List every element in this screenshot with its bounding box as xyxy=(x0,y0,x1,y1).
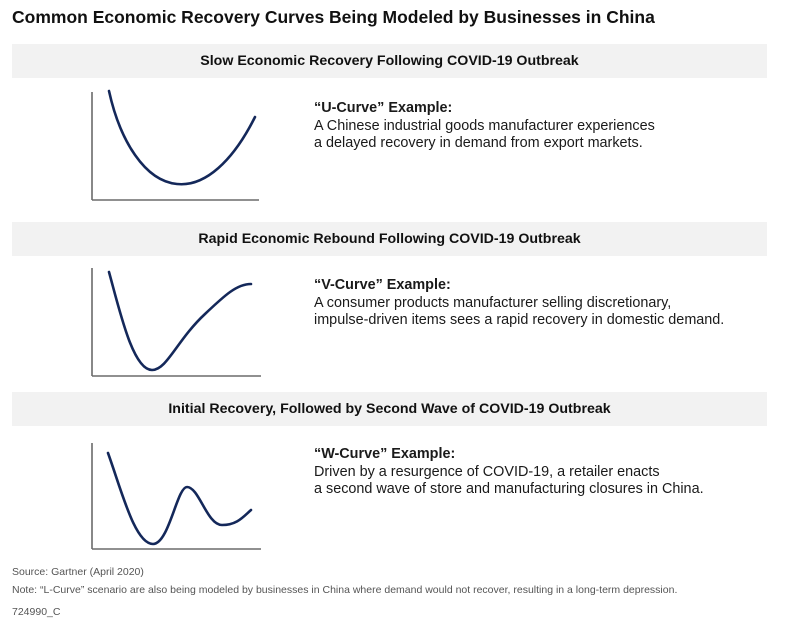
source-note: Source: Gartner (April 2020) xyxy=(12,566,144,578)
section-header-u-curve: Slow Economic Recovery Following COVID-1… xyxy=(12,44,767,78)
w-curve-description: “W-Curve” Example: Driven by a resurgenc… xyxy=(314,446,704,499)
v-curve-line xyxy=(107,270,253,372)
u-curve-text-line-2: a delayed recovery in demand from export… xyxy=(314,135,643,151)
section-header-w-curve: Initial Recovery, Followed by Second Wav… xyxy=(12,392,767,426)
u-curve-text-line-1: A Chinese industrial goods manufacturer … xyxy=(314,117,655,134)
v-curve-diagram xyxy=(91,268,261,377)
u-curve-example-title: “U-Curve” Example: xyxy=(314,100,453,116)
page-title: Common Economic Recovery Curves Being Mo… xyxy=(12,7,655,27)
w-curve-example-title: “W-Curve” Example: xyxy=(314,446,456,462)
w-curve-text-line-2: a second wave of store and manufacturing… xyxy=(314,481,704,497)
footnote: Note: “L-Curve” scenario are also being … xyxy=(12,584,678,596)
w-curve-text-line-1: Driven by a resurgence of COVID-19, a re… xyxy=(314,463,660,480)
u-curve-description: “U-Curve” Example: A Chinese industrial … xyxy=(314,100,655,153)
v-curve-text-line-1: A consumer products manufacturer selling… xyxy=(314,294,672,311)
section-header-v-curve: Rapid Economic Rebound Following COVID-1… xyxy=(12,222,767,256)
v-curve-description: “V-Curve” Example: A consumer products m… xyxy=(314,277,724,330)
figure-code: 724990_C xyxy=(12,606,61,618)
v-curve-example-title: “V-Curve” Example: xyxy=(314,277,451,293)
w-curve-line xyxy=(106,451,253,546)
v-curve-text-line-2: impulse-driven items sees a rapid recove… xyxy=(314,312,725,328)
u-curve-line xyxy=(107,89,257,186)
w-curve-diagram xyxy=(91,443,261,550)
u-curve-diagram xyxy=(91,89,259,201)
